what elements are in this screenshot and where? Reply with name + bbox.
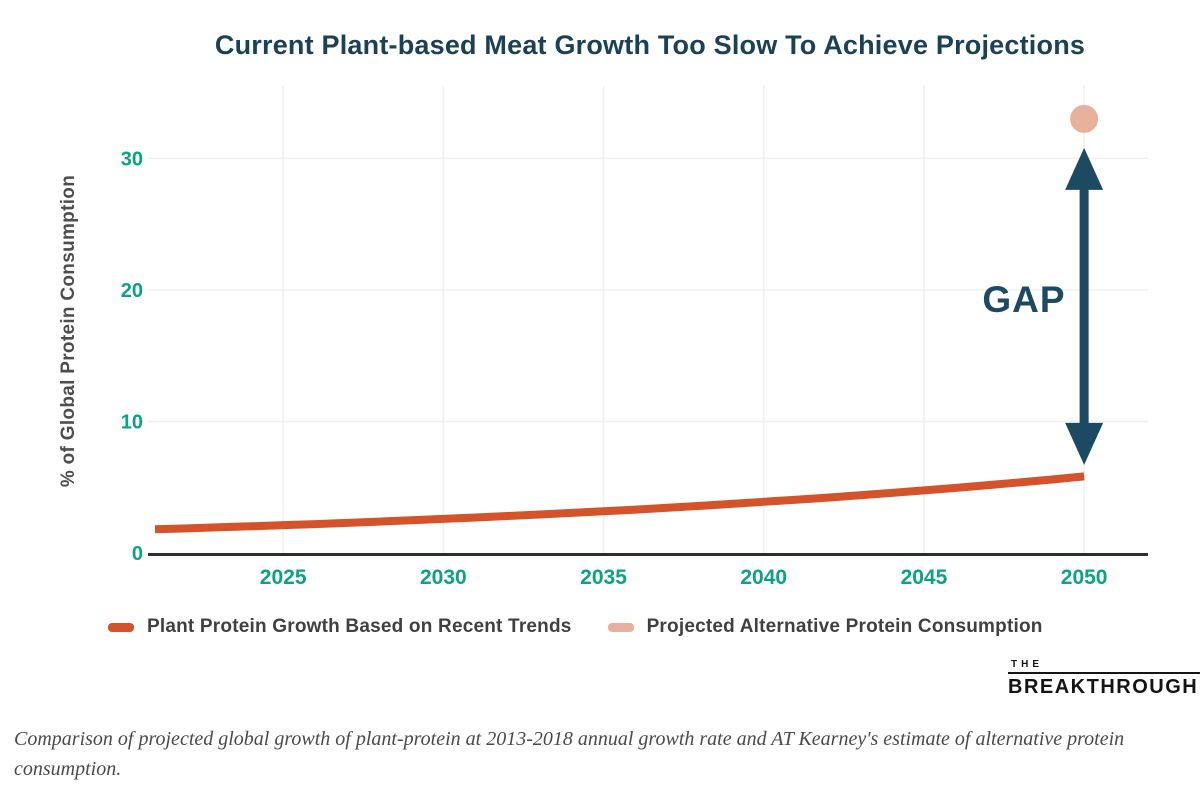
chart-caption: Comparison of projected global growth of… bbox=[14, 728, 1125, 780]
y-tick-label: 0 bbox=[132, 543, 143, 565]
trend-line-series bbox=[154, 472, 1085, 534]
x-tick-label: 2035 bbox=[580, 566, 627, 589]
y-tick-label: 10 bbox=[121, 411, 143, 433]
x-tick-label: 2050 bbox=[1061, 566, 1108, 589]
projection-point bbox=[1070, 104, 1099, 133]
y-tick-label: 20 bbox=[121, 280, 143, 302]
chart-legend: Plant Protein Growth Based on Recent Tre… bbox=[108, 616, 1043, 638]
chart-title: Current Plant-based Meat Growth Too Slow… bbox=[214, 30, 1086, 60]
x-tick-label: 2025 bbox=[260, 566, 307, 589]
x-tick-label: 2030 bbox=[420, 566, 467, 589]
gap-arrowhead-up-icon bbox=[1065, 147, 1104, 190]
breakthrough-logo: THE BREAKTHROUGH bbox=[1008, 659, 1200, 699]
gap-annotation: GAP bbox=[982, 279, 1066, 320]
logo-main-text: BREAKTHROUGH bbox=[1008, 676, 1199, 698]
x-tick-label: 2040 bbox=[740, 566, 787, 589]
plant-protein-swatch-icon bbox=[108, 622, 134, 632]
x-tick-label: 2045 bbox=[901, 566, 948, 589]
legend-label: Projected Alternative Protein Consumptio… bbox=[646, 616, 1043, 637]
legend-label: Plant Protein Growth Based on Recent Tre… bbox=[147, 616, 572, 637]
legend-item-alt-protein: Projected Alternative Protein Consumptio… bbox=[607, 616, 1043, 638]
logo-the-text: THE bbox=[1011, 659, 1043, 670]
gap-arrowhead-down-icon bbox=[1065, 422, 1104, 465]
y-tick-label: 30 bbox=[121, 148, 143, 170]
legend-item-plant-protein: Plant Protein Growth Based on Recent Tre… bbox=[108, 616, 572, 638]
alt-protein-swatch-icon bbox=[607, 622, 634, 632]
